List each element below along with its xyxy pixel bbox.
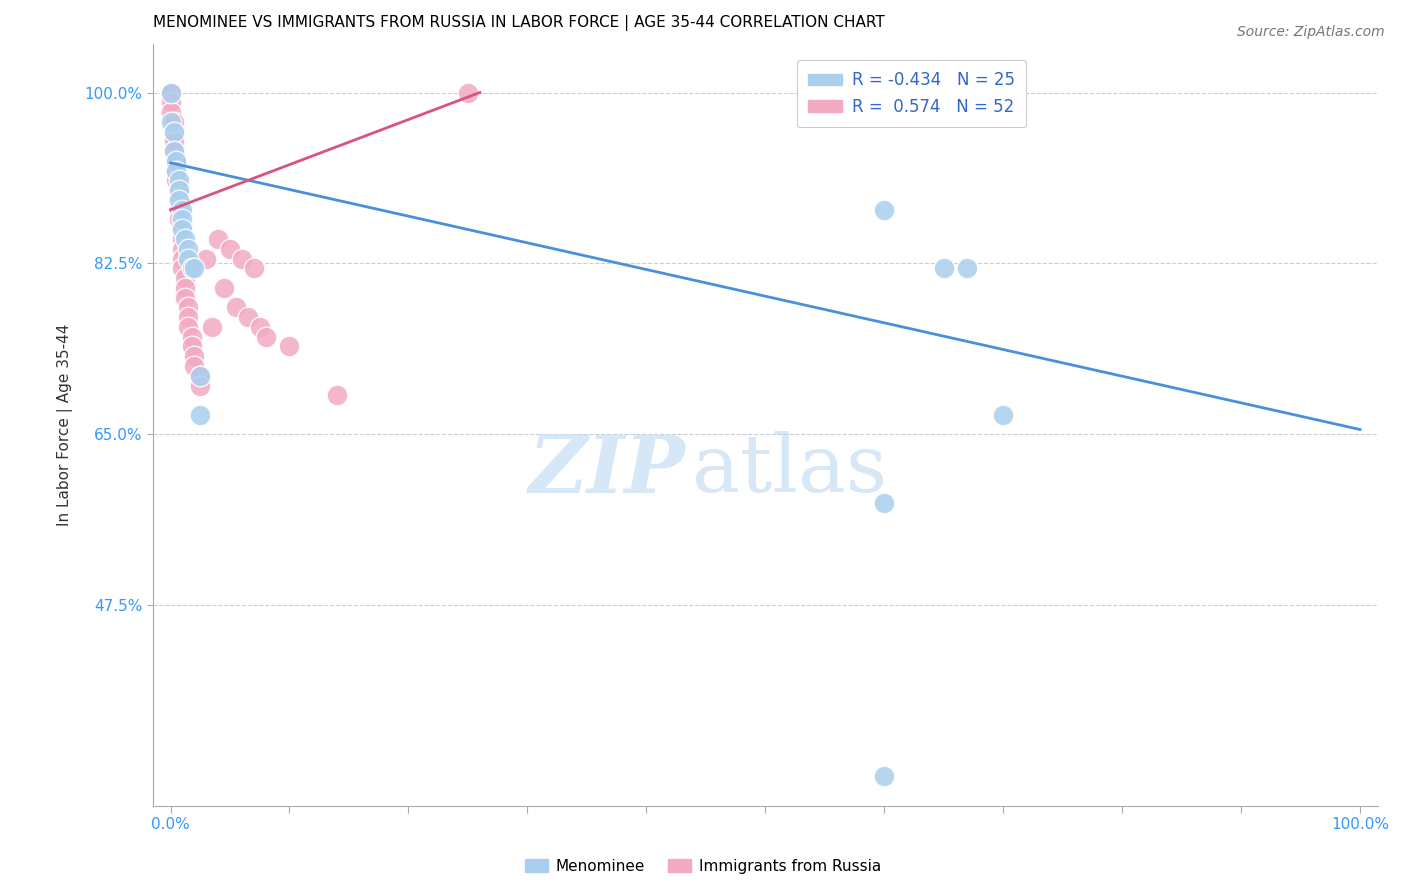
Point [172,252,194,266]
Point [278,339,301,353]
Point [873,496,896,510]
Point [932,261,955,276]
Point [167,173,190,187]
Point [159,86,181,100]
Point [172,212,194,227]
Point [195,252,218,266]
Point [173,232,195,246]
Point [172,222,194,236]
Point [177,242,200,256]
Legend: R = -0.434   N = 25, R =  0.574   N = 52: R = -0.434 N = 25, R = 0.574 N = 52 [797,60,1026,128]
Point [159,86,181,100]
Point [163,144,186,158]
Point [167,202,190,217]
Point [159,86,181,100]
Point [159,86,181,100]
Point [166,173,188,187]
Point [173,281,195,295]
Point [172,232,194,246]
Point [207,232,229,246]
Point [177,301,200,315]
Point [177,310,200,325]
Point [167,193,190,207]
Point [212,281,235,295]
Point [159,95,181,110]
Point [177,320,200,334]
Point [173,271,195,285]
Point [188,378,211,392]
Point [167,212,190,227]
Point [873,202,896,217]
Point [163,144,186,158]
Point [254,329,277,343]
Legend: Menominee, Immigrants from Russia: Menominee, Immigrants from Russia [519,853,887,880]
Point [249,320,271,334]
Point [188,368,211,383]
Point [172,261,194,276]
Point [159,105,181,120]
Point [326,388,349,402]
Text: atlas: atlas [692,432,887,509]
Point [183,349,205,363]
Point [166,153,188,168]
Point [181,261,204,276]
Point [181,329,204,343]
Point [159,86,181,100]
Text: Source: ZipAtlas.com: Source: ZipAtlas.com [1237,25,1385,39]
Point [181,339,204,353]
Text: MENOMINEE VS IMMIGRANTS FROM RUSSIA IN LABOR FORCE | AGE 35-44 CORRELATION CHART: MENOMINEE VS IMMIGRANTS FROM RUSSIA IN L… [153,15,884,31]
Point [159,115,181,129]
Point [166,153,188,168]
Point [231,252,253,266]
Point [873,769,896,783]
Point [159,86,181,100]
Point [188,368,211,383]
Point [172,202,194,217]
Point [166,163,188,178]
Point [225,301,247,315]
Point [188,408,211,422]
Y-axis label: In Labor Force | Age 35-44: In Labor Force | Age 35-44 [58,324,73,525]
Point [993,408,1015,422]
Point [219,242,242,256]
Point [163,125,186,139]
Point [163,134,186,148]
Point [172,242,194,256]
Point [159,86,181,100]
Point [159,86,181,100]
Point [201,320,224,334]
Point [236,310,259,325]
Point [167,193,190,207]
Point [183,359,205,373]
Point [159,86,181,100]
Point [457,86,479,100]
Text: ZIP: ZIP [529,432,686,509]
Point [177,252,200,266]
Point [166,163,188,178]
Point [243,261,266,276]
Point [172,222,194,236]
Point [163,115,186,129]
Point [167,183,190,197]
Point [956,261,979,276]
Point [173,291,195,305]
Point [163,125,186,139]
Point [167,183,190,197]
Point [183,261,205,276]
